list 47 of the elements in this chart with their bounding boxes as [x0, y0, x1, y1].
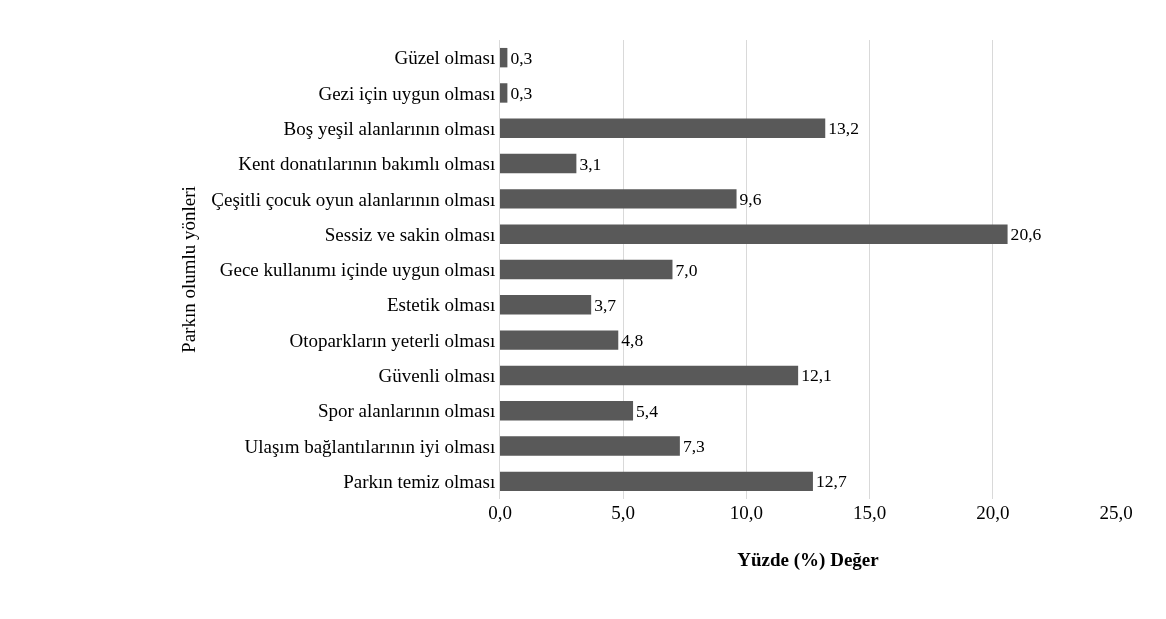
y-tick-label: Kent donatılarının bakımlı olması — [238, 153, 496, 175]
bar — [500, 224, 1008, 244]
bar — [500, 189, 737, 209]
bar — [500, 118, 826, 138]
y-tick-label: Gece kullanımı içinde uygun olması — [219, 259, 496, 281]
y-tick-label: Otoparkların yeterli olması — [289, 329, 496, 351]
data-label: 7,0 — [675, 259, 698, 280]
data-label: 13,2 — [828, 118, 859, 139]
y-tick-label: Güzel olması — [394, 47, 496, 69]
bar — [500, 83, 508, 103]
bar — [500, 295, 592, 315]
bar — [500, 153, 577, 174]
y-tick-label: Boş yeşil alanlarının olması — [283, 117, 496, 139]
data-label: 9,6 — [739, 188, 762, 209]
x-tick-label: 10,0 — [729, 502, 764, 523]
bar — [500, 401, 634, 421]
x-tick-label: 5,0 — [611, 502, 636, 523]
data-label: 5,4 — [636, 400, 659, 421]
x-tick-label: 15,0 — [852, 502, 887, 523]
data-label: 12,7 — [815, 471, 847, 492]
data-label: 3,1 — [579, 153, 602, 174]
data-label: 12,1 — [801, 365, 832, 386]
bar — [500, 47, 508, 68]
bar — [500, 436, 680, 456]
y-tick-label: Çeşitli çocuk oyun alanlarının olması — [211, 188, 496, 210]
x-tick-label: 20,0 — [976, 502, 1010, 523]
data-label: 7,3 — [682, 436, 706, 457]
bar — [500, 330, 619, 350]
bar — [500, 471, 813, 492]
y-tick-label: Spor alanlarının olması — [317, 400, 496, 422]
data-label: 20,6 — [1010, 224, 1042, 245]
data-label: 0,3 — [510, 82, 533, 103]
y-tick-label: Ulaşım bağlantılarının iyi olması — [244, 435, 496, 457]
bar — [500, 259, 673, 280]
y-tick-label: Estetik olması — [387, 294, 496, 316]
data-label: 0,3 — [510, 47, 533, 68]
data-label: 3,7 — [594, 294, 617, 315]
y-axis-title: Parkın olumlu yönleri — [178, 186, 200, 353]
y-tick-label: Gezi için uygun olması — [318, 82, 496, 104]
x-tick-label: 0,0 — [488, 502, 512, 523]
x-tick-label: 25,0 — [1099, 502, 1133, 523]
data-label: 4,8 — [621, 330, 644, 351]
y-tick-label: Sessiz ve sakin olması — [324, 223, 496, 245]
bar — [500, 365, 799, 386]
y-tick-label: Güvenli olması — [378, 365, 496, 387]
y-tick-label: Parkın temiz olması — [343, 471, 496, 492]
x-axis-title: Yüzde (%) Değer — [737, 548, 880, 571]
